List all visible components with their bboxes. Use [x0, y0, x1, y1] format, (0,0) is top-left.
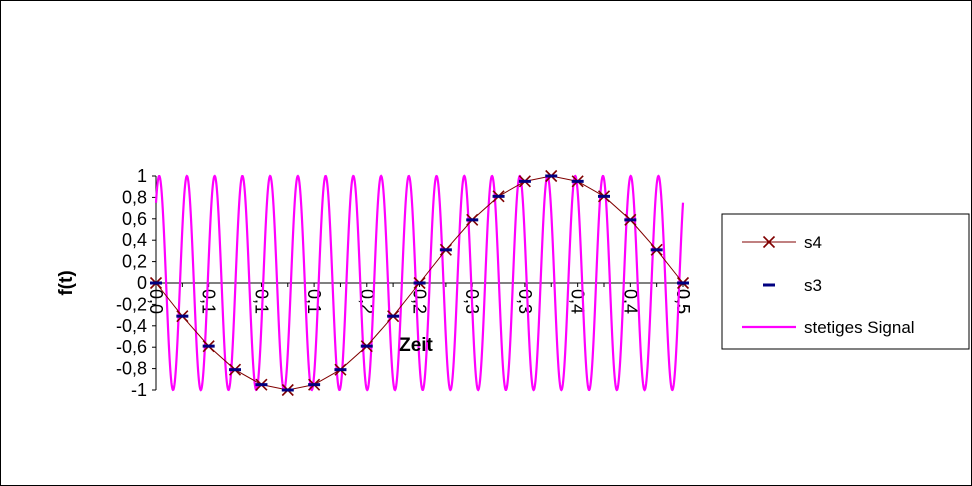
x-tick-label: 0,3: [515, 289, 535, 314]
x-tick-label: 0,2: [410, 289, 430, 314]
legend-label: s3: [804, 276, 822, 295]
legend-marker-s4: [762, 235, 776, 249]
y-tick-label: 0,8: [122, 187, 147, 207]
y-tick-label: -1: [131, 380, 147, 400]
x-tick-label: 0,4: [568, 289, 588, 314]
y-tick-label: -0,8: [116, 359, 147, 379]
y-tick-label: -0,6: [116, 337, 147, 357]
series-layer: [149, 169, 690, 397]
legend-label: stetiges Signal: [804, 318, 915, 337]
legend-item: stetiges Signal: [742, 318, 915, 337]
x-axis-title: Zeit: [399, 335, 433, 356]
legend-label: s4: [804, 233, 822, 252]
series-line-stetiges-signal: [154, 174, 685, 392]
legend-item: s4: [742, 233, 822, 252]
legend: s4 s3 stetiges Signal: [721, 213, 970, 350]
y-tick-label: 0: [137, 273, 147, 293]
y-tick-label: 1: [137, 166, 147, 186]
y-tick-label: 0,2: [122, 252, 147, 272]
x-tick-label: 0,1: [199, 289, 219, 314]
x-tick-label: 0,1: [304, 289, 324, 314]
legend-item: s3: [763, 276, 822, 295]
y-axis-title: f(t): [56, 270, 77, 295]
axes: 10,80,60,40,20-0,2-0,4-0,6-0,8-10,0 0,1 0,…: [116, 166, 693, 400]
y-tick-label: -0,2: [116, 294, 147, 314]
y-tick-label: 0,6: [122, 209, 147, 229]
x-tick-label: 0,0: [146, 289, 166, 314]
x-tick-label: 0,5: [673, 289, 693, 314]
y-tick-label: 0,4: [122, 230, 147, 250]
y-tick-label: -0,4: [116, 316, 147, 336]
x-tick-label: 0,4: [620, 289, 640, 314]
